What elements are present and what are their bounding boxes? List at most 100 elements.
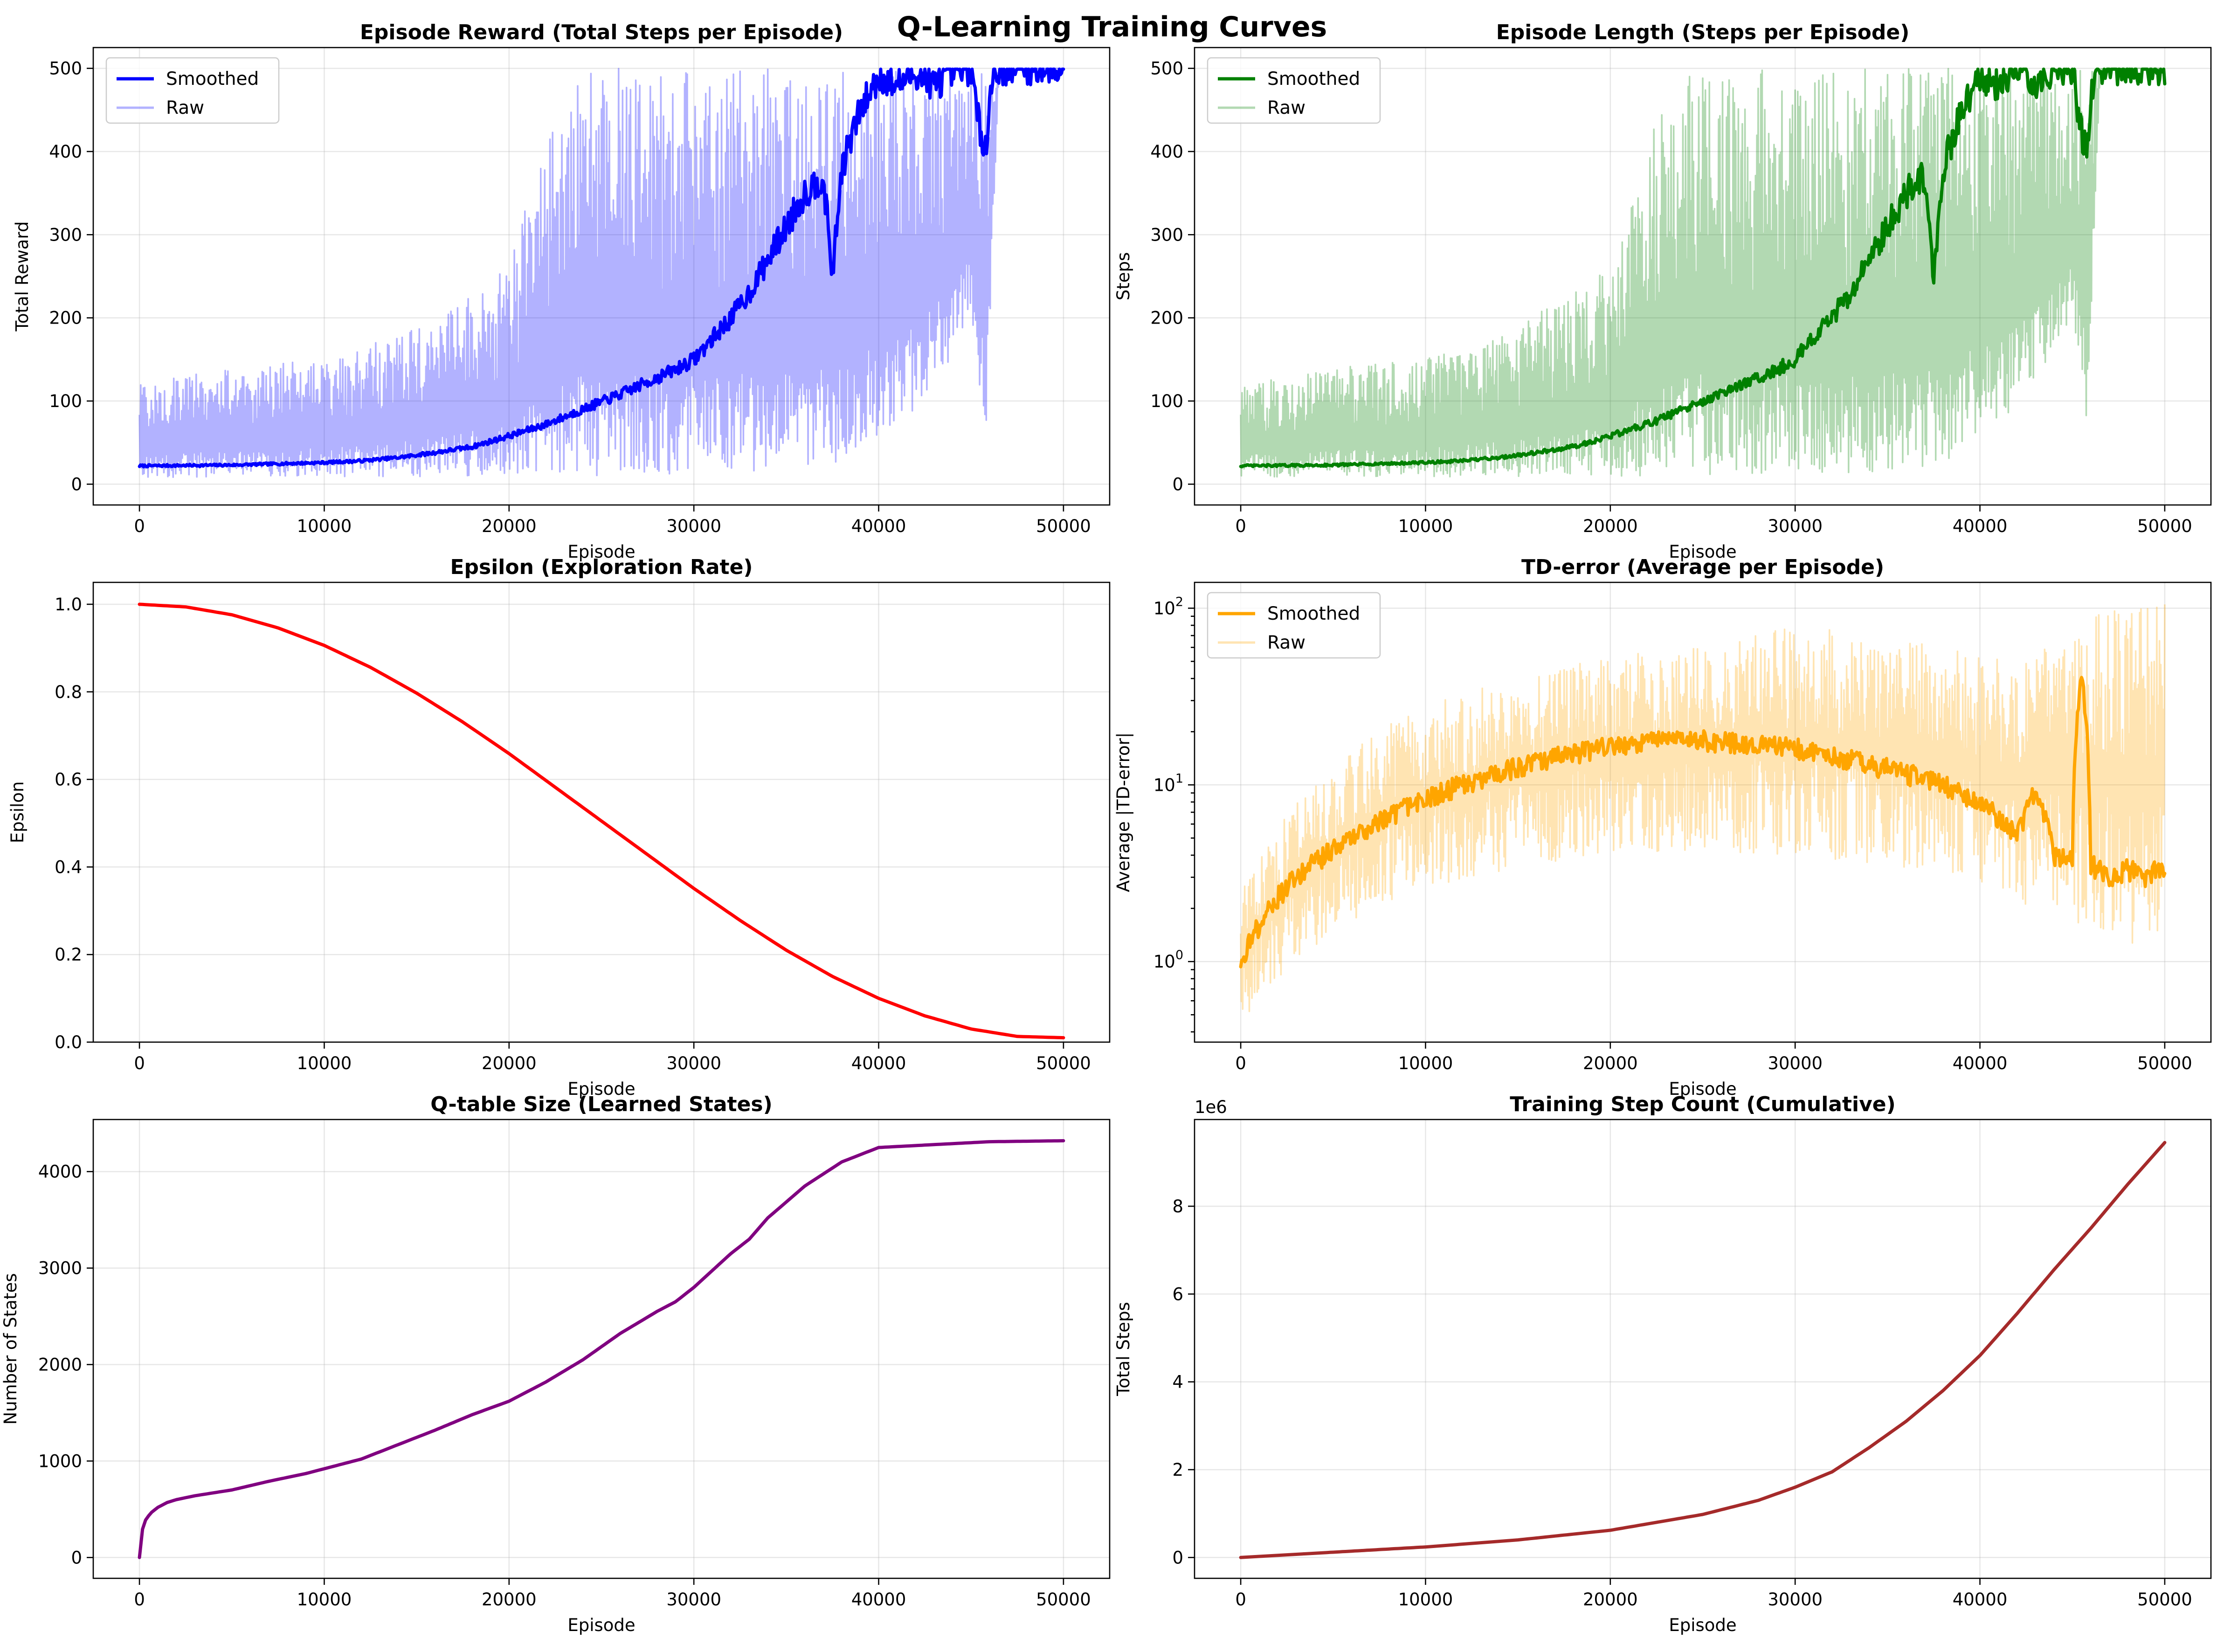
- plot-background: [93, 1120, 1110, 1578]
- y-tick-label: 200: [1150, 308, 1183, 328]
- y-tick-label: 400: [49, 142, 82, 162]
- y-axis-label: Total Steps: [1113, 1302, 1133, 1396]
- y-tick-label: 1000: [38, 1451, 82, 1471]
- x-tick-label: 0: [134, 1590, 145, 1610]
- x-tick-label: 20000: [1583, 1590, 1638, 1610]
- x-tick-label: 20000: [482, 516, 537, 536]
- y-tick-label: 0.2: [55, 945, 82, 965]
- x-tick-label: 10000: [1398, 516, 1453, 536]
- y-axis-label: Steps: [1113, 252, 1133, 301]
- x-tick-label: 20000: [482, 1053, 537, 1073]
- y-axis-offset-label: 1e6: [1195, 1097, 1227, 1117]
- x-tick-label: 10000: [297, 1590, 352, 1610]
- panel-title: Episode Reward (Total Steps per Episode): [360, 21, 843, 44]
- y-axis-label: Total Reward: [12, 221, 32, 332]
- y-tick-label: 0: [71, 474, 82, 494]
- y-tick-label: 0.4: [55, 857, 82, 877]
- x-tick-label: 10000: [1398, 1053, 1453, 1073]
- y-tick-label: 0.0: [55, 1032, 82, 1052]
- y-axis-label: Number of States: [0, 1273, 21, 1424]
- figure-title: Q-Learning Training Curves: [897, 11, 1327, 43]
- x-tick-label: 50000: [2137, 516, 2192, 536]
- x-tick-label: 0: [134, 1053, 145, 1073]
- y-tick-label: 2000: [38, 1355, 82, 1375]
- x-tick-label: 50000: [1036, 516, 1091, 536]
- legend-entry-smoothed: Smoothed: [1267, 603, 1360, 624]
- panel-td-error: 0 10000 20000 30000 40000 50000 100 101 102 TD-e…: [1113, 555, 2211, 1099]
- y-tick-label: 500: [49, 59, 82, 79]
- x-tick-label: 10000: [1398, 1590, 1453, 1610]
- plot-area: 0 10000 20000 30000 40000 50000 0.0 0.2 0.4 0.6 0.…: [55, 582, 1110, 1073]
- panel-q-table-size: 0 10000 20000 30000 40000 50000 0 1000 2000 3000 4…: [0, 1092, 1110, 1635]
- legend-entry-smoothed: Smoothed: [166, 69, 259, 90]
- x-tick-label: 30000: [666, 1590, 721, 1610]
- plot-area: 0 10000 20000 30000 40000 50000 0 1000 2000 3000 4…: [38, 1120, 1110, 1610]
- y-tick-label: 102: [1153, 594, 1183, 618]
- panel-training-step-count: 0 10000 20000 30000 40000 50000 0 2 4 6 8 Training…: [1113, 1092, 2211, 1635]
- x-tick-label: 0: [1235, 1590, 1246, 1610]
- y-tick-label: 6: [1172, 1284, 1183, 1304]
- y-tick-label: 101: [1153, 771, 1183, 795]
- x-tick-label: 40000: [1953, 516, 2008, 536]
- y-tick-label: 500: [1150, 59, 1183, 79]
- y-tick-label: 100: [49, 391, 82, 411]
- x-tick-label: 50000: [1036, 1590, 1091, 1610]
- y-tick-label: 0.6: [55, 770, 82, 790]
- x-tick-label: 30000: [666, 516, 721, 536]
- x-tick-label: 30000: [1768, 1590, 1823, 1610]
- legend-entry-smoothed: Smoothed: [1267, 69, 1360, 90]
- x-tick-label: 50000: [2137, 1053, 2192, 1073]
- y-tick-label: 100: [1150, 391, 1183, 411]
- y-axis-label: Average |TD-error|: [1113, 733, 1133, 892]
- panel-title: Episode Length (Steps per Episode): [1496, 21, 1910, 44]
- y-tick-label: 1.0: [55, 594, 82, 615]
- x-tick-label: 0: [1235, 516, 1246, 536]
- legend-entry-raw: Raw: [166, 97, 204, 118]
- y-tick-label: 2: [1172, 1460, 1183, 1480]
- y-tick-label: 400: [1150, 142, 1183, 162]
- y-tick-label: 0: [1172, 474, 1183, 494]
- panel-title: Epsilon (Exploration Rate): [450, 555, 753, 579]
- plot-area: 0 10000 20000 30000 40000 5000002468: [1172, 1120, 2211, 1610]
- x-tick-label: 20000: [1583, 516, 1638, 536]
- x-tick-label: 0: [1235, 1053, 1246, 1073]
- y-tick-label: 4000: [38, 1162, 82, 1182]
- x-tick-label: 40000: [851, 516, 906, 536]
- y-tick-label: 300: [1150, 225, 1183, 245]
- y-tick-label: 300: [49, 225, 82, 245]
- panel-epsilon: 0 10000 20000 30000 40000 50000 0.0 0.2 0.4 0.6 0.…: [7, 555, 1110, 1099]
- panel-title: Training Step Count (Cumulative): [1510, 1092, 1896, 1116]
- x-tick-label: 0: [134, 516, 145, 536]
- panel-title: TD-error (Average per Episode): [1521, 555, 1884, 579]
- plot-background: [93, 582, 1110, 1042]
- y-tick-label: 100: [1153, 948, 1183, 972]
- x-tick-label: 40000: [1953, 1590, 2008, 1610]
- x-tick-label: 30000: [666, 1053, 721, 1073]
- x-tick-label: 10000: [297, 1053, 352, 1073]
- legend: Smoothed Raw: [1208, 58, 1380, 123]
- panel-episode-reward: 0 10000 20000 30000 40000 50000 0 100 200 300 400 5…: [12, 21, 1110, 562]
- y-tick-label: 200: [49, 308, 82, 328]
- legend: Smoothed Raw: [1208, 593, 1380, 658]
- y-axis-label: Epsilon: [7, 781, 28, 843]
- y-tick-label: 4: [1172, 1372, 1183, 1392]
- x-tick-label: 40000: [1953, 1053, 2008, 1073]
- x-tick-label: 50000: [1036, 1053, 1091, 1073]
- panel-title: Q-table Size (Learned States): [430, 1092, 772, 1116]
- x-tick-label: 20000: [482, 1590, 537, 1610]
- y-tick-label: 3000: [38, 1258, 82, 1279]
- x-tick-label: 40000: [851, 1053, 906, 1073]
- legend-entry-raw: Raw: [1267, 97, 1305, 118]
- x-tick-label: 30000: [1768, 516, 1823, 536]
- panel-episode-length: 0 10000 20000 30000 40000 50000 0 100 200 300 400 5…: [1113, 21, 2211, 562]
- y-tick-label: 8: [1172, 1196, 1183, 1217]
- x-tick-label: 10000: [297, 516, 352, 536]
- x-axis-label: Episode: [1669, 1615, 1736, 1635]
- x-axis-label: Episode: [567, 1615, 635, 1635]
- plot-background: [1195, 1120, 2211, 1578]
- x-tick-label: 20000: [1583, 1053, 1638, 1073]
- y-tick-label: 0.8: [55, 682, 82, 702]
- x-tick-label: 50000: [2137, 1590, 2192, 1610]
- legend: Smoothed Raw: [106, 58, 279, 123]
